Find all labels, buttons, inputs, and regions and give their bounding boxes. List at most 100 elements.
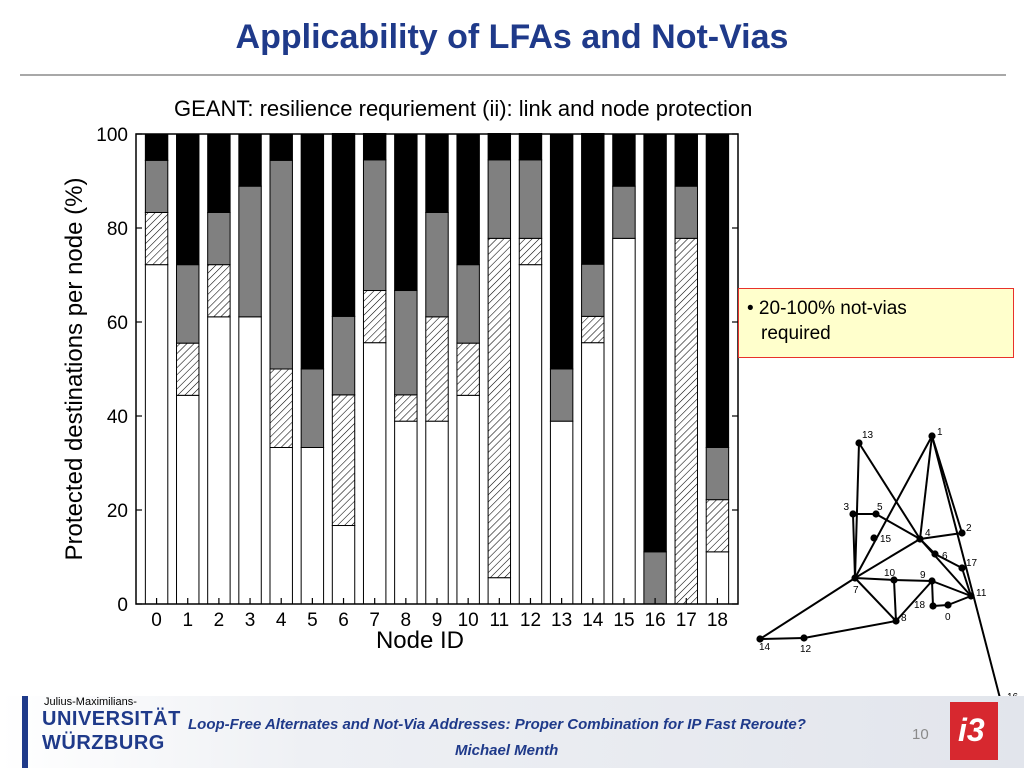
bar-segment-node-4-series-0 [269,446,293,605]
x-tick-label: 7 [369,610,380,631]
network-link-13-7 [854,442,860,579]
network-link-1-4 [919,435,933,540]
bar-segment-node-7-series-0 [362,342,387,605]
x-tick-label: 16 [645,610,666,631]
footer-author: Michael Menth [455,742,559,759]
bar-segment-node-14-series-4 [581,133,605,265]
network-link-7-8 [854,577,897,622]
bar-segment-node-15-series-4 [612,133,636,187]
bar-segment-node-13-series-0 [549,420,574,605]
x-tick-label: 18 [707,610,728,631]
network-node-5 [872,510,880,518]
network-node-10 [890,576,898,584]
network-node-label: 10 [884,568,896,579]
network-node-3 [849,510,857,518]
network-node-label: 12 [800,644,812,655]
y-tick-label: 100 [96,125,128,146]
network-node-label: 0 [945,612,951,623]
network-link-1-16 [931,435,1002,703]
bar-segment-node-18-series-4 [705,133,730,448]
network-link-17-11 [961,567,972,597]
network-node-label: 2 [966,523,972,534]
bar-segment-node-0-series-4 [144,133,169,161]
bar-segment-node-2-series-3 [207,211,231,266]
bar-segment-node-13-series-4 [549,133,574,370]
bar-segment-node-10-series-0 [456,394,480,605]
bar-segment-node-3-series-4 [238,133,262,187]
network-link-4-11 [919,538,972,597]
bar-segment-node-17-series-4 [674,133,698,187]
bar-segment-node-1-series-0 [176,394,200,605]
plot-frame [135,133,739,605]
bar-segment-node-6-series-1 [331,394,356,527]
bar-segment-node-18-series-1 [705,499,730,553]
network-link-7-10 [854,577,895,581]
y-tick-label: 0 [117,595,128,616]
x-tick-label: 2 [214,610,225,631]
bar-segment-node-13-series-3 [549,368,574,422]
network-node-7 [851,574,859,582]
network-node-17 [958,564,966,572]
network-link-3-7 [852,513,856,579]
bar-segment-node-8-series-4 [394,133,418,292]
page-number: 10 [912,726,929,743]
bar-segment-node-15-series-3 [612,185,636,239]
x-tick-label: 4 [276,610,287,631]
bar-segment-node-5-series-3 [300,368,325,448]
x-tick-label: 9 [432,610,443,631]
bar-segment-node-10-series-3 [456,264,480,344]
network-node-1 [928,432,936,440]
network-link-4-2 [919,532,963,540]
x-tick-label: 11 [489,610,509,631]
bar-segment-node-5-series-0 [300,446,325,605]
bar-segment-node-10-series-1 [456,342,480,396]
network-node-18 [929,602,937,610]
network-node-label: 8 [901,613,907,624]
network-link-1-7 [854,435,933,579]
network-link-6-17 [934,553,963,569]
bar-segment-node-17-series-1 [674,237,698,605]
bar-segment-node-6-series-0 [331,525,356,605]
x-tick-label: 15 [613,610,634,631]
bar-segment-node-0-series-0 [144,264,169,605]
network-node-9 [928,577,936,585]
bar-segment-node-4-series-3 [269,159,293,370]
y-tick-label: 20 [107,501,128,522]
x-axis-label: Node ID [376,627,464,654]
bar-segment-node-4-series-4 [269,133,293,161]
chart-subtitle: GEANT: resilience requriement (ii): link… [174,96,753,121]
footer: Julius-Maximilians- UNIVERSITÄT WÜRZBURG… [0,696,1024,768]
bar-segment-node-17-series-3 [674,185,698,239]
network-node-label: 3 [843,502,849,513]
bar-segment-node-2-series-0 [207,316,231,605]
bar-segment-node-14-series-1 [581,315,605,344]
bar-segment-node-4-series-1 [269,368,293,448]
bar-segment-node-7-series-4 [362,133,387,161]
network-node-15 [870,534,878,542]
bar-segment-node-12-series-4 [518,133,543,161]
network-node-label: 11 [976,588,987,599]
bar-segment-node-18-series-0 [705,551,730,605]
bar-segment-node-9-series-1 [425,316,449,422]
university-logo-bar [22,696,28,768]
slide-title: Applicability of LFAs and Not-Vias [235,18,789,56]
x-tick-label: 1 [182,610,193,631]
network-link-5-4 [875,513,921,540]
x-tick-label: 12 [520,610,541,631]
network-node-label: 6 [942,551,948,562]
bar-segment-node-3-series-0 [238,316,262,605]
i3-logo-text: i3 [958,712,985,748]
network-node-2 [958,529,966,537]
network-link-4-7 [854,538,921,579]
y-axis-label: Protected destinations per node (%) [61,178,88,561]
network-node-6 [931,550,939,558]
footer-talk-title: Loop-Free Alternates and Not-Via Address… [188,716,806,733]
network-node-label: 17 [966,558,978,569]
bar-segment-node-12-series-0 [518,264,543,605]
bar-segment-node-1-series-1 [176,342,200,396]
bar-segment-node-12-series-1 [518,237,543,266]
bar-segment-node-6-series-4 [331,133,356,317]
bar-segment-node-6-series-3 [331,315,356,396]
x-tick-label: 10 [458,610,479,631]
